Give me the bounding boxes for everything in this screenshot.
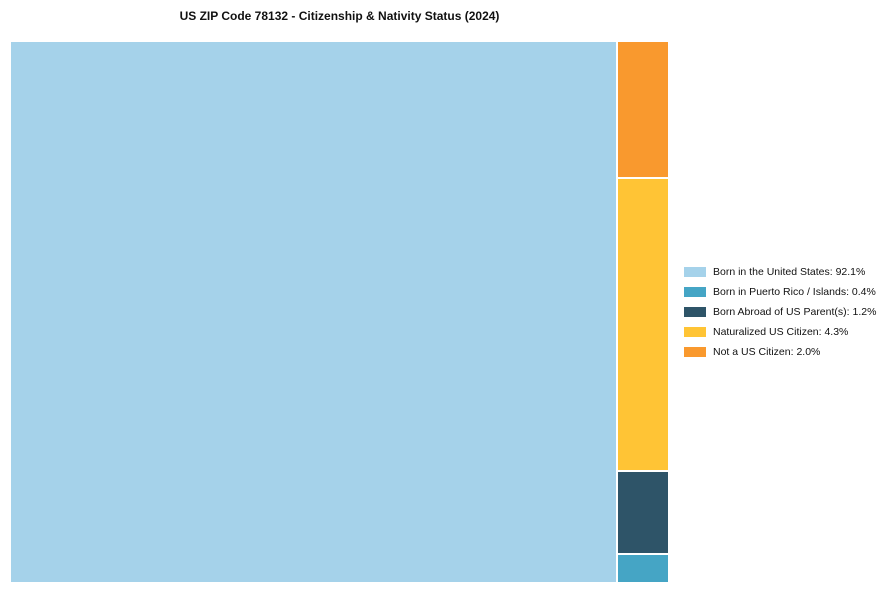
treemap-segment [618,471,668,553]
legend-label: Born in the United States: 92.1% [713,266,866,278]
legend-swatch [684,287,706,297]
legend-item: Naturalized US Citizen: 4.3% [684,326,876,338]
treemap-segment [618,179,668,470]
legend-label: Born Abroad of US Parent(s): 1.2% [713,306,877,318]
legend-item: Born in the United States: 92.1% [684,266,876,278]
legend-swatch [684,327,706,337]
treemap-plot-area [11,42,668,582]
legend-item: Born in Puerto Rico / Islands: 0.4% [684,286,876,298]
treemap-column [618,42,668,582]
legend-swatch [684,347,706,357]
legend-swatch [684,307,706,317]
legend-item: Born Abroad of US Parent(s): 1.2% [684,306,876,318]
chart-title: US ZIP Code 78132 - Citizenship & Nativi… [179,9,500,23]
legend-label: Not a US Citizen: 2.0% [713,346,821,358]
legend-label: Born in Puerto Rico / Islands: 0.4% [713,286,876,298]
treemap-main-rect [11,42,617,582]
treemap-segment [618,42,668,178]
legend: Born in the United States: 92.1% Born in … [684,266,876,358]
legend-label: Naturalized US Citizen: 4.3% [713,326,849,338]
legend-swatch [684,267,706,277]
legend-item: Not a US Citizen: 2.0% [684,346,876,358]
treemap-segment [618,554,668,582]
